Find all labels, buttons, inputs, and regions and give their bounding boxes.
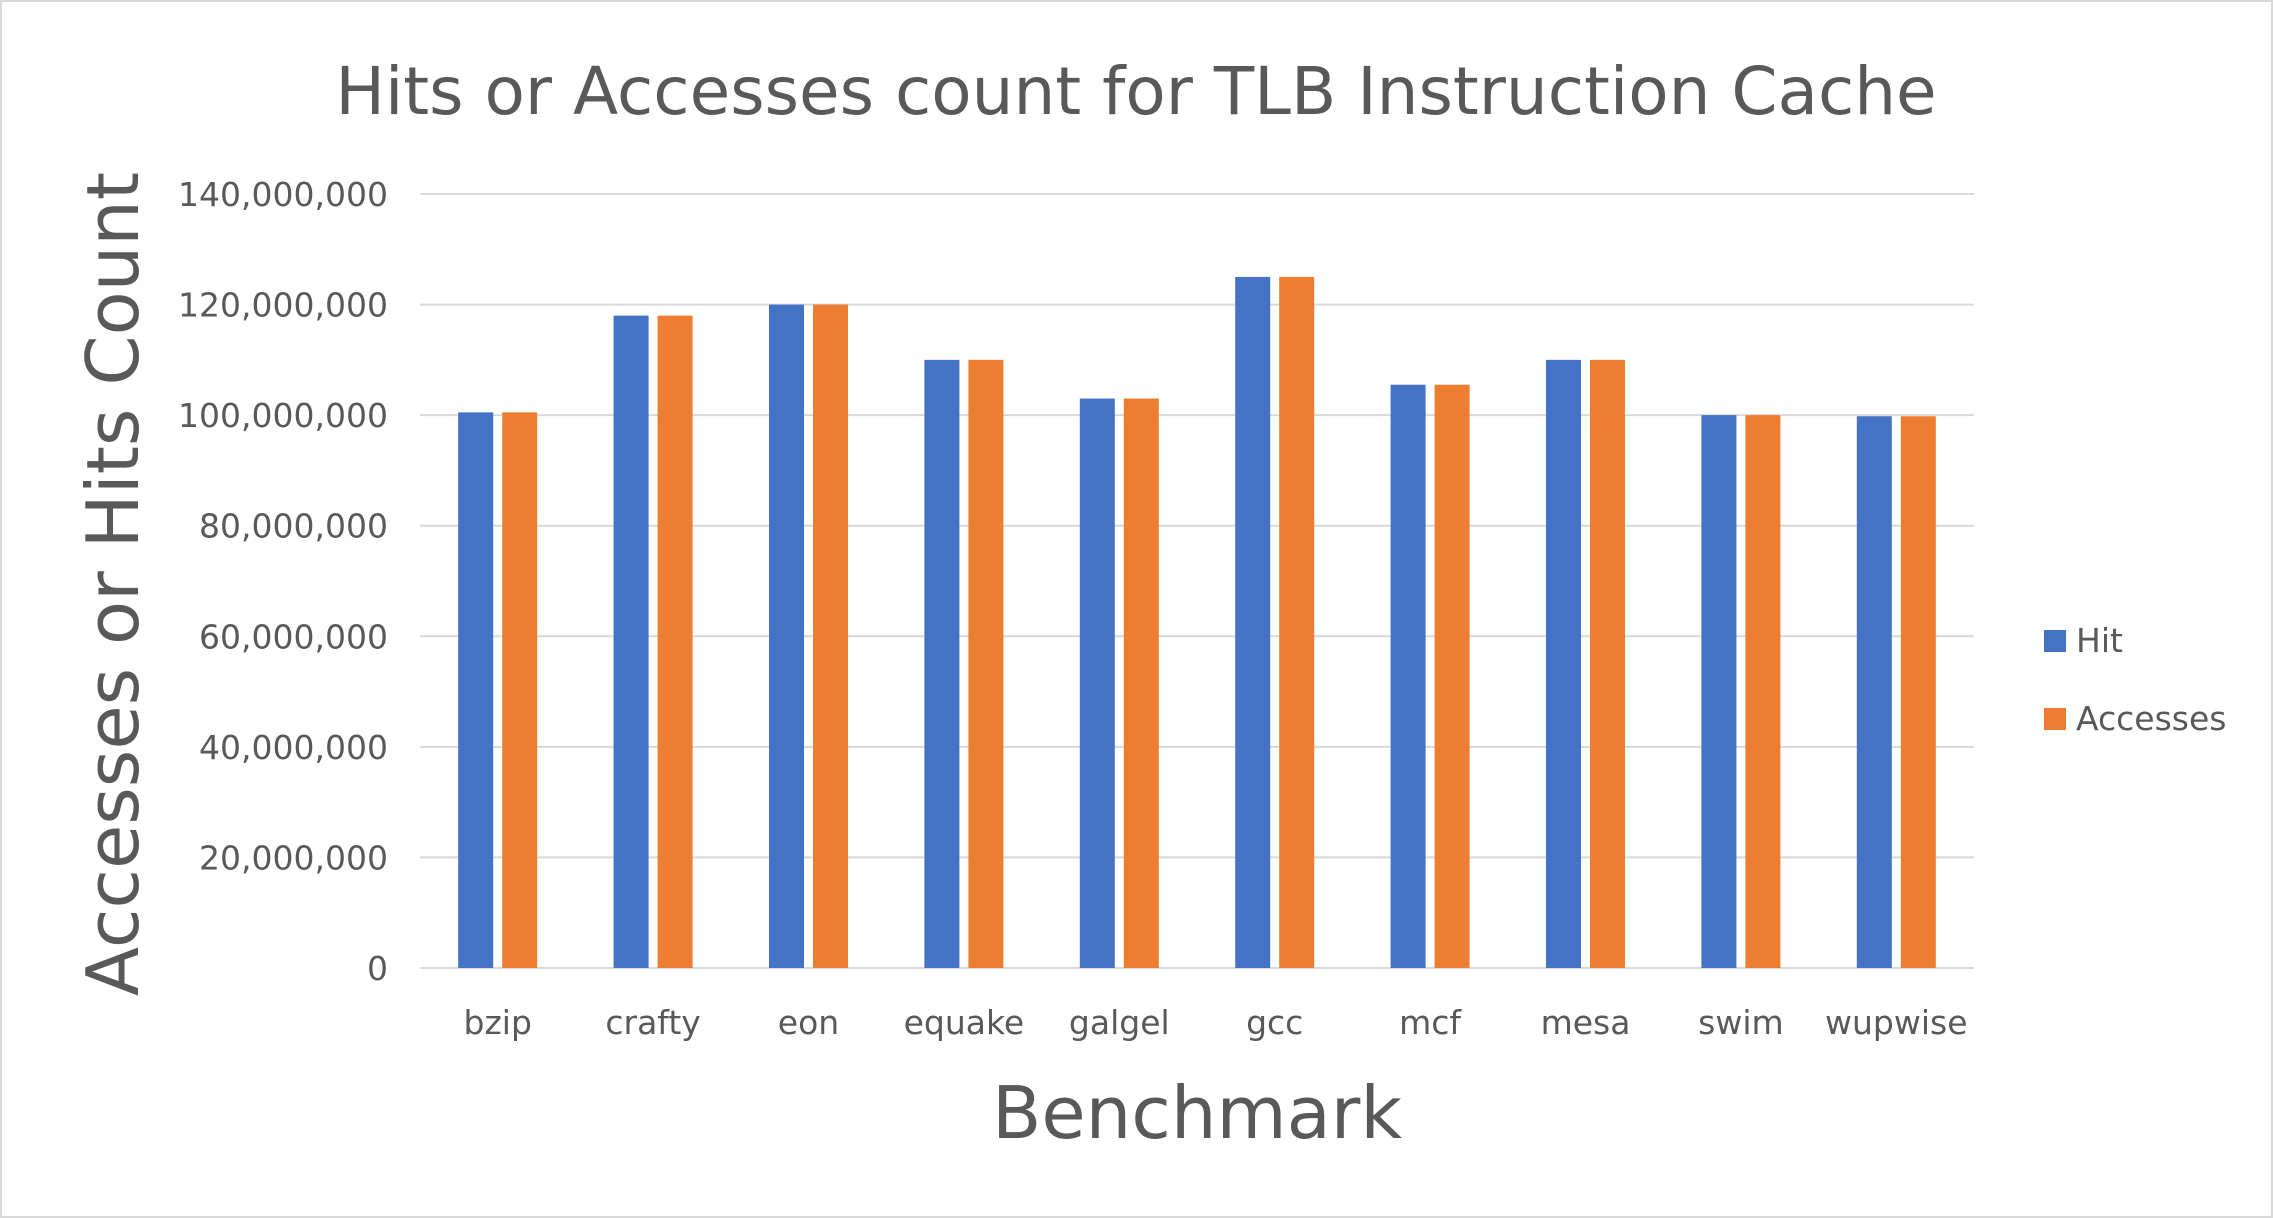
y-axis-title: Accesses or Hits Count <box>71 172 155 996</box>
bar-accesses-bzip <box>502 412 538 969</box>
x-tick-label: mesa <box>1541 1003 1631 1042</box>
y-tick-label: 100,000,000 <box>178 396 388 435</box>
bar-hit-equake <box>924 359 960 968</box>
legend: Hit Accesses <box>2044 621 2226 738</box>
x-axis-title: Benchmark <box>992 1071 1402 1155</box>
y-tick-label: 140,000,000 <box>178 175 388 214</box>
bar-hit-galgel <box>1079 398 1115 968</box>
bar-accesses-mcf <box>1434 384 1470 968</box>
bar-hit-crafty <box>613 315 649 969</box>
x-tick-label: crafty <box>605 1003 700 1042</box>
y-tick-label: 0 <box>367 949 388 988</box>
bar-accesses-eon <box>813 304 848 969</box>
legend-label-accesses: Accesses <box>2076 699 2226 738</box>
gridlines <box>420 193 1974 969</box>
legend-label-hit: Hit <box>2076 621 2123 660</box>
legend-swatch-accesses <box>2044 708 2066 730</box>
bar-hit-bzip <box>458 412 494 969</box>
bar-hit-mesa <box>1546 359 1581 968</box>
bar-hit-gcc <box>1235 276 1271 968</box>
y-axis-tick-labels: 0 20,000,000 40,000,000 60,000,000 80,000,00… <box>178 175 388 988</box>
y-tick-label: 60,000,000 <box>199 617 388 656</box>
bar-accesses-equake <box>968 359 1004 968</box>
x-tick-label: swim <box>1698 1003 1784 1042</box>
x-tick-label: mcf <box>1399 1003 1462 1042</box>
bar-accesses-gcc <box>1279 276 1315 968</box>
x-tick-label: gcc <box>1246 1003 1303 1042</box>
legend-swatch-hit <box>2044 630 2066 652</box>
y-tick-label: 20,000,000 <box>199 838 388 877</box>
x-tick-label: wupwise <box>1825 1003 1968 1042</box>
bar-hit-mcf <box>1390 384 1426 968</box>
bar-hit-wupwise <box>1856 416 1892 969</box>
bar-accesses-mesa <box>1590 359 1625 968</box>
bar-accesses-galgel <box>1123 398 1159 968</box>
bar-accesses-swim <box>1745 415 1781 969</box>
chart-title: Hits or Accesses count for TLB Instructi… <box>335 53 1936 130</box>
x-tick-label: eon <box>778 1003 839 1042</box>
x-tick-label: equake <box>904 1003 1025 1042</box>
bar-accesses-wupwise <box>1900 416 1936 969</box>
x-tick-label: galgel <box>1069 1003 1170 1042</box>
y-tick-label: 80,000,000 <box>199 507 388 546</box>
x-tick-label: bzip <box>464 1003 532 1042</box>
bar-accesses-crafty <box>657 315 693 969</box>
y-tick-label: 40,000,000 <box>199 728 388 767</box>
y-tick-label: 120,000,000 <box>178 286 388 325</box>
bar-hit-swim <box>1701 415 1737 969</box>
bar-hit-eon <box>769 304 804 969</box>
x-axis-tick-labels: bzip crafty eon equake galgel gcc mcf mesa swim w… <box>464 1003 1968 1042</box>
bars <box>458 276 1936 969</box>
